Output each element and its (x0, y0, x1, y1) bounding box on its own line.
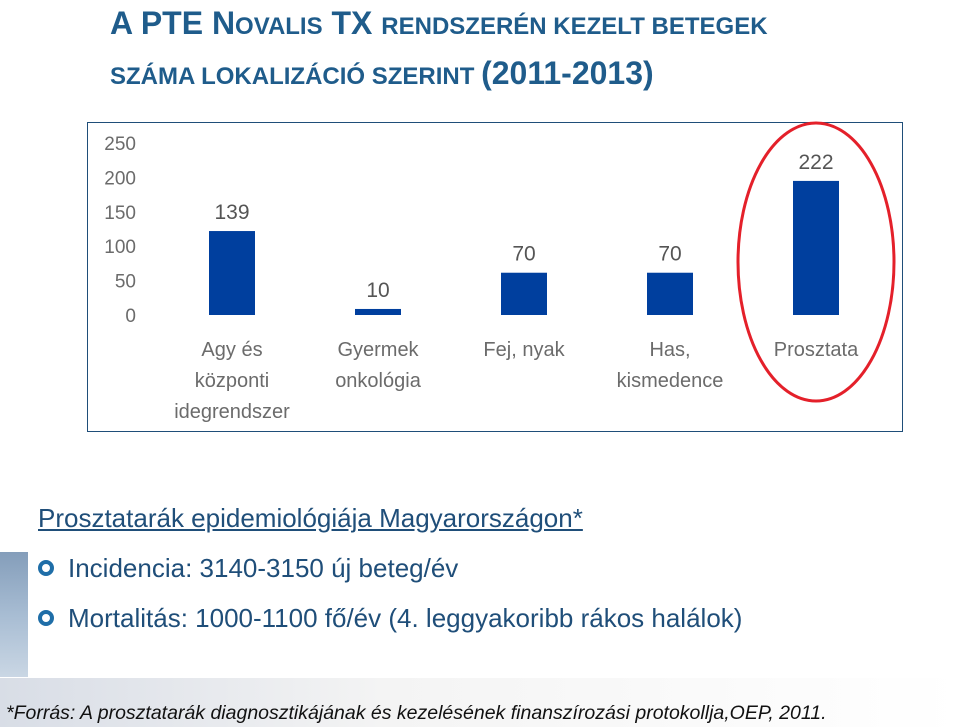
category-label: Has, kismedence (617, 339, 724, 392)
bar (355, 308, 401, 315)
highlight-ellipse-shape (736, 121, 896, 403)
bar (501, 272, 547, 315)
slide-title-line-1: A PTE NOVALIS TX RENDSZERÉN KEZELT BETEG… (110, 5, 768, 41)
category-labels: Agy és központi idegrendszer Gyermek onkológ… (174, 339, 859, 423)
category-label: Gyermek onkológia (335, 339, 422, 392)
bullet-mortality: Mortalitás: 1000-1100 fő/év (4. leggyako… (38, 600, 938, 636)
bullet-mortality-text: Mortalitás: 1000-1100 fő/év (4. leggyako… (68, 603, 743, 633)
epidemiology-heading: Prosztatarák epidemiológiája Magyarorszá… (38, 503, 583, 533)
bar-chart: 250 200 150 100 50 0 139 10 70 70 222 Agy és közpo… (104, 121, 896, 423)
bullet-incidence: Incidencia: 3140-3150 új beteg/év (38, 550, 938, 586)
ring-bullet-icon (38, 560, 54, 576)
category-label: Agy és központi idegrendszer (174, 339, 290, 423)
y-tick-label: 50 (115, 272, 136, 293)
slide-title: A PTE NOVALIS TX RENDSZERÉN KEZELT BETEG… (110, 0, 940, 100)
bars (209, 180, 839, 315)
footer-band (0, 678, 960, 727)
y-tick-label: 100 (104, 237, 136, 258)
category-label: Prosztata (774, 339, 859, 361)
data-label: 222 (798, 151, 833, 174)
chart-frame (87, 122, 903, 432)
y-axis-ticks: 250 200 150 100 50 0 (104, 134, 136, 327)
data-label: 70 (658, 243, 681, 266)
source-footnote: *Forrás: A prosztatarák diagnosztikájána… (6, 702, 827, 724)
y-tick-label: 150 (104, 203, 136, 224)
data-labels: 139 10 70 70 222 (214, 151, 833, 302)
epidemiology-section: Prosztatarák epidemiológiája Magyarorszá… (38, 500, 938, 636)
ring-bullet-icon (38, 610, 54, 626)
data-label: 10 (366, 279, 389, 302)
bullet-incidence-text: Incidencia: 3140-3150 új beteg/év (68, 553, 459, 583)
bar (793, 180, 839, 315)
bar (647, 272, 693, 315)
y-tick-label: 200 (104, 168, 136, 189)
y-tick-label: 250 (104, 134, 136, 155)
data-label: 139 (214, 201, 249, 224)
decorative-left-strip (0, 552, 28, 677)
data-label: 70 (512, 243, 535, 266)
bar (209, 231, 255, 315)
y-tick-label: 0 (125, 306, 136, 327)
category-label: Fej, nyak (483, 339, 565, 361)
slide-title-line-2: SZÁMA LOKALIZÁCIÓ SZERINT (2011-2013) (110, 55, 654, 91)
highlight-ellipse (736, 121, 896, 403)
